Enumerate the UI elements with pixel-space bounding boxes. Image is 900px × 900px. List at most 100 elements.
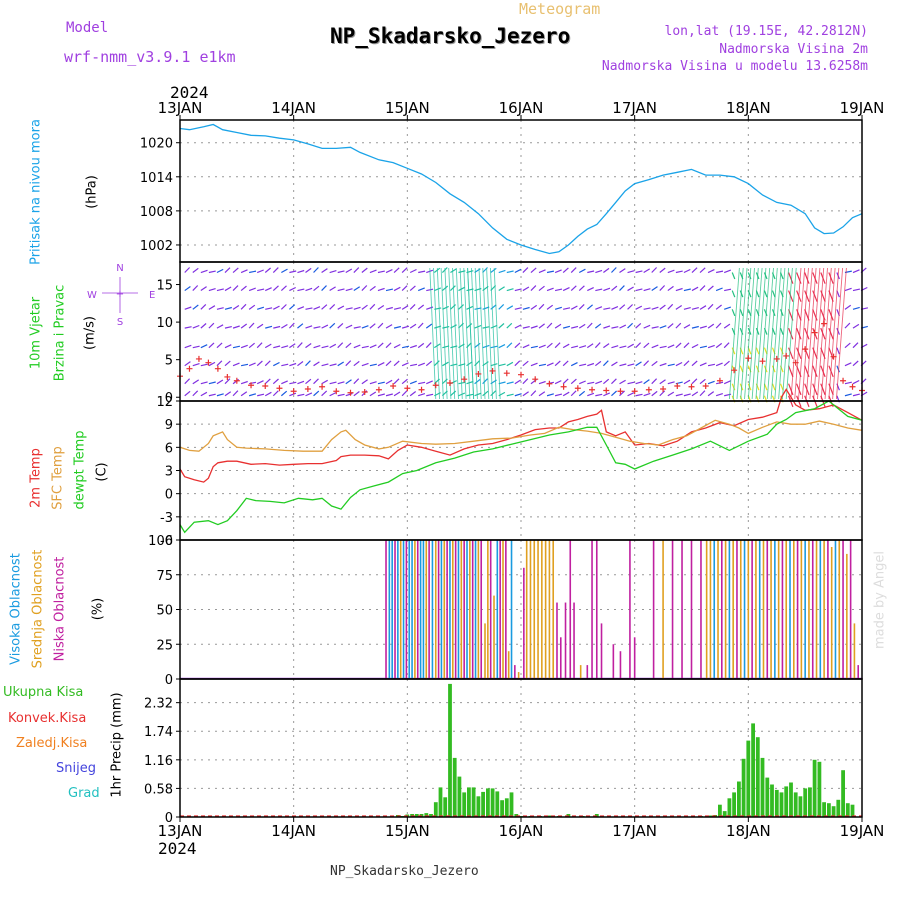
precip-bar — [452, 757, 457, 817]
wind-barb — [393, 378, 400, 385]
precip-bar — [443, 797, 448, 817]
wind-streak — [732, 267, 744, 400]
wind-barb — [570, 267, 577, 273]
wind-streak — [474, 267, 482, 400]
wind-barb — [184, 361, 191, 367]
precip-bar — [722, 811, 727, 817]
wind-barb — [691, 343, 699, 349]
wind-barb — [313, 378, 319, 385]
wind-barb — [329, 381, 337, 385]
precip-bar — [793, 792, 798, 817]
wind-streak — [832, 267, 844, 400]
wind-barb — [498, 269, 506, 274]
wind-barb — [627, 343, 634, 349]
wind-barb — [426, 393, 434, 397]
wind-barb — [603, 343, 610, 349]
temp-ytick-label: 6 — [165, 441, 173, 456]
wind-barb — [313, 306, 321, 310]
wind-barb — [401, 285, 408, 291]
wind-barb — [635, 270, 643, 274]
wind-barb — [844, 362, 852, 367]
wind-barb — [248, 287, 256, 292]
precip-bar — [457, 776, 462, 817]
wind-barb — [570, 362, 578, 367]
wind-barb — [771, 290, 776, 298]
wind-barb — [587, 392, 595, 397]
wind-barb — [643, 288, 651, 292]
wind-barb — [739, 309, 744, 317]
wind-barb — [619, 304, 626, 310]
xtick-label-bottom: 15JAN — [385, 822, 430, 840]
wind-speed-marker — [233, 377, 240, 384]
precip-bar — [779, 792, 784, 817]
wind-barb — [369, 363, 377, 367]
wind-ytick-label: 0 — [165, 391, 173, 406]
wind-speed-marker — [716, 377, 723, 384]
wind-barb — [305, 267, 312, 274]
wind-barb — [458, 286, 465, 292]
wind-barb — [707, 391, 715, 397]
wind-barb — [256, 269, 264, 274]
wind-streak — [429, 267, 437, 400]
wind-barb — [530, 345, 538, 349]
wind-barb — [779, 327, 784, 335]
wind-barb — [667, 285, 674, 292]
wind-streak — [440, 267, 448, 400]
wind-barb — [602, 360, 609, 367]
wind-barb — [530, 304, 538, 310]
wind-barb — [514, 324, 522, 329]
wind-barb — [280, 304, 287, 310]
wind-barb — [418, 362, 426, 367]
wind-barb — [482, 378, 488, 385]
precip-bar — [429, 814, 433, 817]
wind-barb — [466, 323, 473, 329]
wind-barb — [844, 322, 851, 329]
wind-barb — [192, 345, 200, 349]
wind-barb — [546, 270, 555, 274]
wind-barb — [530, 325, 538, 329]
wind-barb — [506, 305, 514, 310]
wind-barb — [619, 390, 626, 397]
wind-barb — [804, 272, 810, 284]
temp-line-dewpt — [179, 400, 863, 534]
wind-barb — [514, 379, 522, 385]
wind-streak — [436, 267, 444, 400]
wind-barb — [482, 390, 489, 397]
temp-frame — [179, 400, 863, 541]
wind-barb — [426, 288, 434, 292]
wind-streak — [455, 267, 463, 400]
wind-barb — [442, 305, 449, 310]
wind-barb — [554, 269, 562, 274]
wind-streak — [813, 267, 825, 400]
wind-barb — [361, 304, 368, 310]
wind-barb — [232, 304, 240, 310]
wind-barb — [586, 343, 594, 349]
precip-bar — [760, 757, 765, 817]
wind-barb — [208, 288, 216, 292]
wind-barb — [297, 288, 305, 292]
temp-ytick-label: 3 — [165, 465, 173, 480]
temp-ytick-label: 12 — [156, 395, 173, 410]
wind-barb — [707, 323, 715, 329]
wind-barb — [369, 323, 376, 329]
wind-streak — [805, 267, 817, 400]
wind-barb — [248, 304, 256, 310]
wind-barb — [699, 325, 707, 329]
precip-bar — [448, 683, 452, 817]
wind-barb — [667, 381, 675, 385]
wind-barb — [675, 304, 683, 310]
precip-bar — [831, 806, 836, 817]
wind-barb — [562, 343, 570, 349]
wind-barb — [490, 324, 498, 329]
wind-barb — [442, 345, 450, 349]
compass-west: W — [87, 290, 97, 301]
wind-barb — [216, 342, 223, 349]
wind-speed-marker — [347, 389, 354, 396]
wind-barb — [474, 342, 481, 349]
wind-barb — [723, 323, 731, 329]
wind-barb — [828, 309, 834, 321]
precip-ytick-label: 1.74 — [144, 725, 173, 740]
wind-barb — [377, 393, 385, 397]
watermark: made by Angel — [872, 550, 888, 650]
wind-barb — [345, 379, 352, 385]
